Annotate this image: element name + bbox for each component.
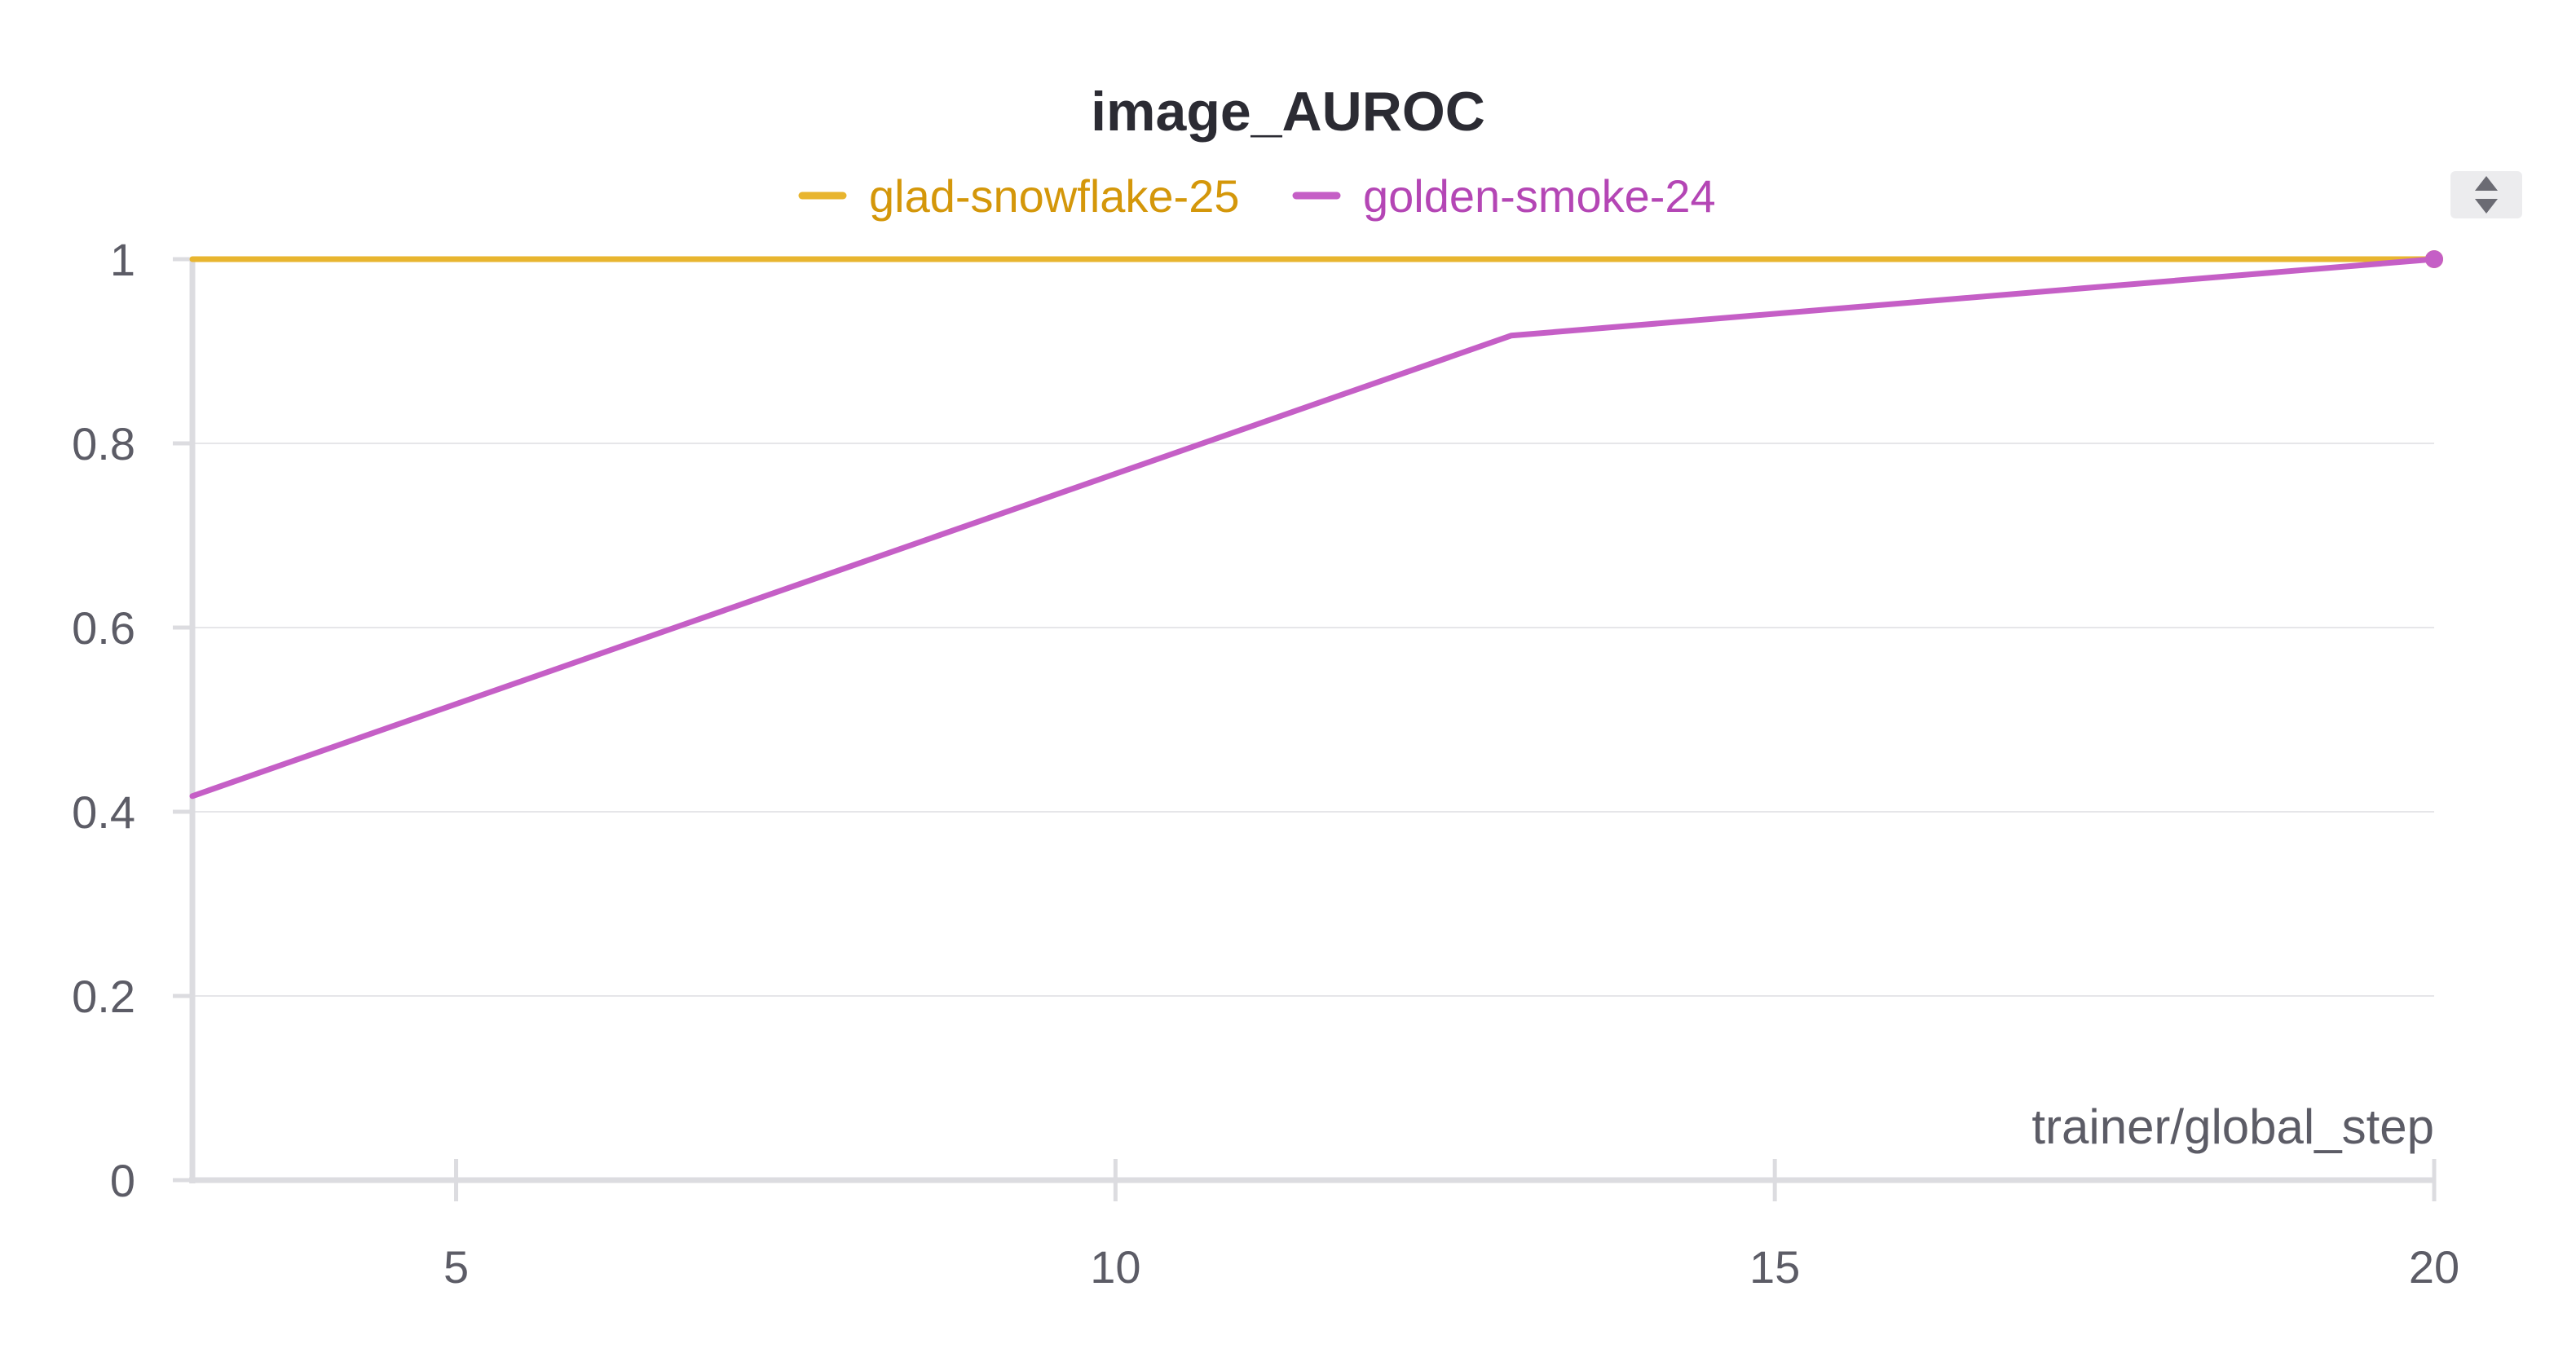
y-tick-label: 0 — [110, 1155, 135, 1206]
legend-label: golden-smoke-24 — [1363, 170, 1716, 222]
sort-button[interactable] — [2450, 171, 2522, 218]
y-tick-label: 0.8 — [72, 418, 135, 469]
chart-title: image_AUROC — [1091, 81, 1485, 143]
x-tick-label: 10 — [1090, 1241, 1140, 1293]
x-axis-title: trainer/global_step — [2031, 1099, 2434, 1154]
y-axis-ticks: 0 0.2 0.4 0.6 0.8 1 — [72, 234, 192, 1206]
y-tick-label: 1 — [110, 234, 135, 285]
series-endpoint-golden-smoke-24[interactable] — [2425, 250, 2443, 268]
x-tick-label: 5 — [443, 1241, 469, 1293]
y-tick-label: 0.4 — [72, 786, 135, 838]
x-axis-ticks: 5 10 15 20 — [443, 1159, 2459, 1293]
grid-lines — [192, 258, 2434, 997]
x-tick-label: 20 — [2409, 1241, 2459, 1293]
axes — [189, 258, 2434, 1183]
y-tick-label: 0.6 — [72, 602, 135, 654]
series-lines[interactable] — [189, 250, 2443, 800]
legend-item-glad-snowflake-25[interactable]: glad-snowflake-25 — [798, 170, 1239, 222]
y-tick-label: 0.2 — [72, 971, 135, 1022]
series-line-golden-smoke-24[interactable] — [189, 256, 2437, 800]
legend[interactable]: glad-snowflake-25 golden-smoke-24 — [798, 170, 1716, 222]
x-tick-label: 15 — [1749, 1241, 1800, 1293]
legend-item-golden-smoke-24[interactable]: golden-smoke-24 — [1292, 170, 1716, 222]
legend-label: glad-snowflake-25 — [869, 170, 1239, 222]
sort-up-down-icon — [2475, 176, 2498, 214]
